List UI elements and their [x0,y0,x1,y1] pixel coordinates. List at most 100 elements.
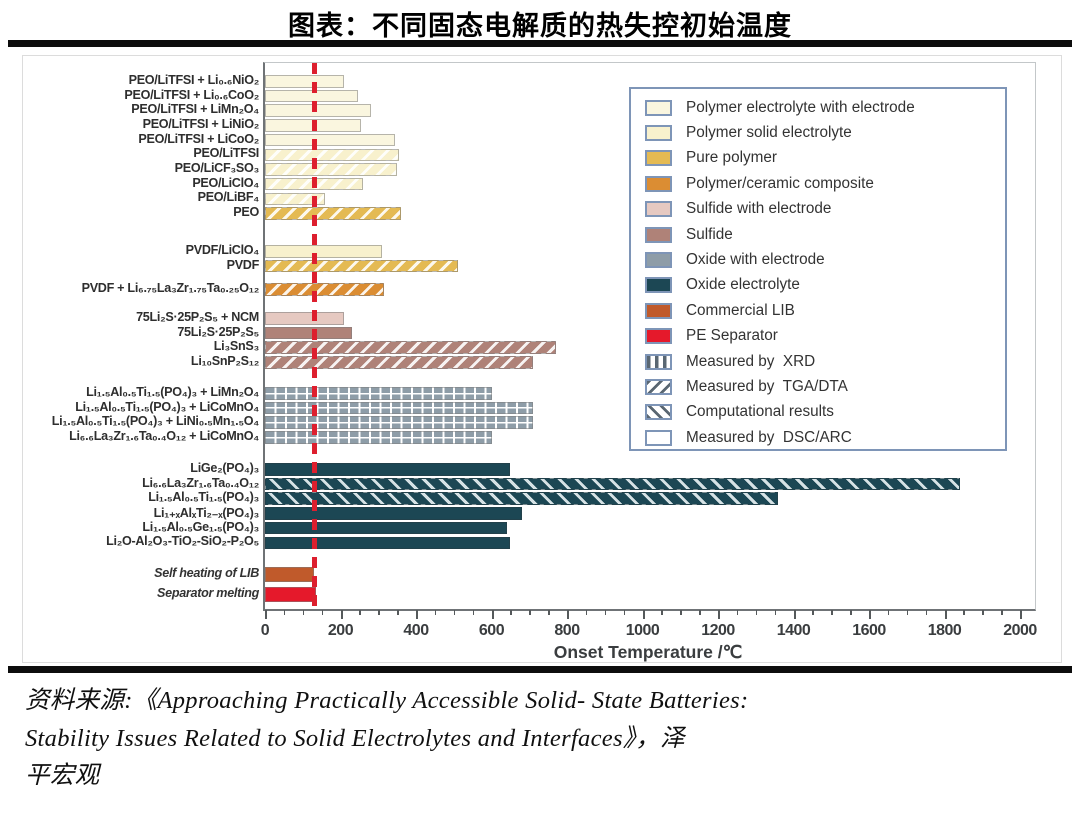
y-axis-label: PEO/LiTFSI + LiNiO₂ [142,116,260,131]
bar [265,163,398,176]
y-axis-label: PEO/LiTFSI + Li₀.₆NiO₂ [128,72,260,87]
x-tick-label: 600 [478,622,505,639]
minor-tick [472,610,475,615]
minor-tick [302,610,305,615]
y-axis-label: Separator melting [157,585,259,600]
y-axis-label: PEO/LiTFSI + LiMn₂O₄ [131,102,259,117]
legend-item: Polymer electrolyte with electrode [645,95,1005,120]
major-tick [944,610,947,619]
source-note: 资料来源:《Approaching Practically Accessible… [25,682,1060,795]
y-axis-label: 75Li₂S·25P₂S₅ + NCM [136,309,259,324]
bars-layer [265,63,1035,609]
y-axis-label: PEO/LiClO₄ [192,175,259,190]
legend-item: Polymer solid electrolyte [645,120,1005,145]
legend-swatch [645,125,672,142]
major-tick [869,610,871,619]
minor-tick [925,610,928,615]
legend-label: Oxide with electrode [686,251,825,269]
legend-label: Measured by XRD [686,352,816,370]
bar [265,75,345,88]
y-axis-label: PEO/LiTFSI + LiCoO₂ [138,131,259,146]
bar [265,507,522,520]
legend-swatch [645,175,672,192]
bar [265,477,960,491]
minor-tick [604,610,607,615]
minor-tick [283,610,286,615]
minor-tick [963,610,965,615]
legend-item: Measured by XRD [645,349,1005,374]
legend-label: Measured by TGA/DTA [686,377,848,395]
y-axis-label: Li₁₀SnP₂S₁₂ [190,353,259,368]
legend-label: Sulfide [686,225,733,243]
minor-tick [321,610,324,615]
legend-swatch [645,378,672,395]
legend-swatch [645,226,672,243]
major-tick [340,610,343,619]
source-line: Stability Issues Related to Solid Electr… [25,724,685,752]
minor-tick [755,610,758,615]
legend-swatch [645,302,672,319]
x-tick-label: 1800 [927,622,962,639]
major-tick [718,610,720,619]
legend-swatch [645,328,672,345]
y-axis-label: 75Li₂S·25P₂S₅ [177,324,259,339]
legend-swatch [645,353,672,370]
y-axis-label: PVDF/LiClO₄ [185,242,260,257]
x-tick-label: 1600 [852,622,886,639]
bar [265,431,492,444]
y-axis-label: Li₆.₆La₃Zr₁.₆Ta₀.₄O₁₂ [142,475,259,490]
minor-tick [453,610,456,615]
x-tick-label: 200 [327,622,354,639]
legend-item: Oxide with electrode [645,247,1005,272]
legend-item: Computational results [645,400,1005,425]
minor-tick [397,610,399,615]
minor-tick [850,610,852,615]
legend-label: Commercial LIB [686,301,795,319]
legend-swatch [645,277,672,294]
minor-tick [548,610,550,615]
reference-line [311,63,317,609]
minor-tick [812,610,814,615]
minor-tick [774,610,777,615]
legend-swatch [645,150,672,167]
minor-tick [736,610,739,615]
bar [265,245,382,258]
minor-tick [680,610,682,615]
y-axis-label: Li₆.₆La₃Zr₁.₆Ta₀.₄O₁₂ + LiCoMnO₄ [69,428,259,443]
major-tick [265,610,267,619]
major-tick [1020,610,1022,619]
bar [265,387,492,400]
x-tick-label: 2000 [1003,622,1037,639]
major-tick [567,610,569,619]
legend-item: Measured by TGA/DTA [645,374,1005,399]
minor-tick [1001,610,1003,615]
bar [265,89,358,103]
bar [265,463,511,476]
x-tick-label: 1200 [701,622,735,639]
bar [265,401,533,415]
bar [265,536,511,550]
reference-line-layer [265,63,1035,609]
major-tick [793,610,796,619]
major-tick [416,610,418,619]
bar [265,104,371,117]
y-axis-label: Li₁.₅Al₀.₅Ti₁.₅(PO₄)₃ + LiMn₂O₄ [86,384,259,399]
x-axis-title: Onset Temperature /℃ [553,642,743,662]
legend-label: Measured by DSC/ARC [686,428,852,446]
title-rule [8,40,1072,47]
minor-tick [661,610,663,615]
bar [265,326,352,340]
legend-swatch [645,404,672,421]
minor-tick [510,610,512,615]
legend-label: Polymer/ceramic composite [686,174,874,192]
x-tick-label: 1400 [776,622,811,639]
y-axis-label: PEO/LiBF₄ [197,190,260,205]
bar [265,283,384,296]
y-axis-label: PEO/LiCF₃SO₃ [174,161,260,175]
minor-tick [359,610,361,615]
legend-item: Sulfide [645,222,1005,247]
minor-tick [887,610,890,615]
x-tick-label: 400 [403,622,429,639]
y-axis-label: Li₁.₅Al₀.₅Ti₁.₅(PO₄)₃ [148,490,259,505]
source-line: 资料来源:《Approaching Practically Accessible… [25,687,749,714]
